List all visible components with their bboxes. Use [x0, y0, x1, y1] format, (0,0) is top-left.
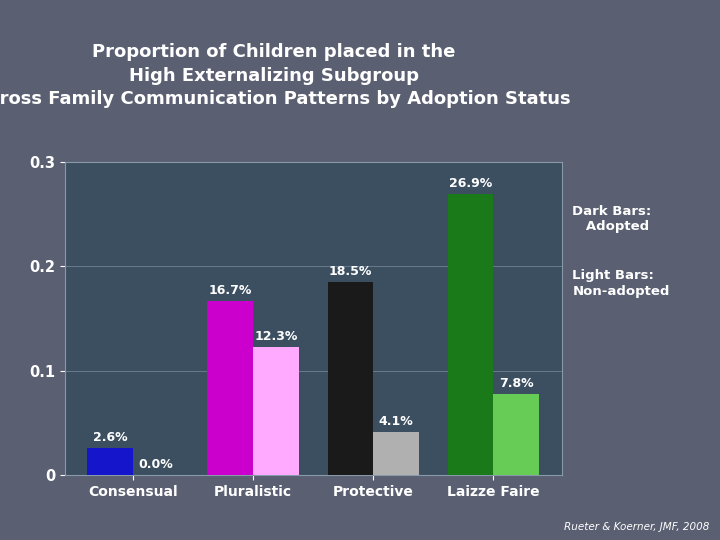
- Text: Proportion of Children placed in the
High Externalizing Subgroup
across Family C: Proportion of Children placed in the Hig…: [0, 43, 570, 109]
- Bar: [87, 448, 133, 475]
- Text: 7.8%: 7.8%: [499, 376, 534, 389]
- Bar: [253, 347, 299, 475]
- Text: 16.7%: 16.7%: [209, 284, 252, 296]
- Text: 2.6%: 2.6%: [93, 431, 127, 444]
- Bar: [207, 301, 253, 475]
- Text: Rueter & Koerner, JMF, 2008: Rueter & Koerner, JMF, 2008: [564, 522, 709, 532]
- Bar: [448, 194, 493, 475]
- Bar: [493, 394, 539, 475]
- Text: Light Bars:
Non-adopted: Light Bars: Non-adopted: [572, 269, 670, 298]
- Text: 4.1%: 4.1%: [379, 415, 413, 428]
- Text: 0.0%: 0.0%: [138, 458, 174, 471]
- Text: Dark Bars:
   Adopted: Dark Bars: Adopted: [572, 205, 652, 233]
- Text: 12.3%: 12.3%: [254, 329, 297, 342]
- Bar: [373, 433, 419, 475]
- Bar: [328, 282, 373, 475]
- Text: 18.5%: 18.5%: [329, 265, 372, 278]
- Text: 26.9%: 26.9%: [449, 177, 492, 190]
